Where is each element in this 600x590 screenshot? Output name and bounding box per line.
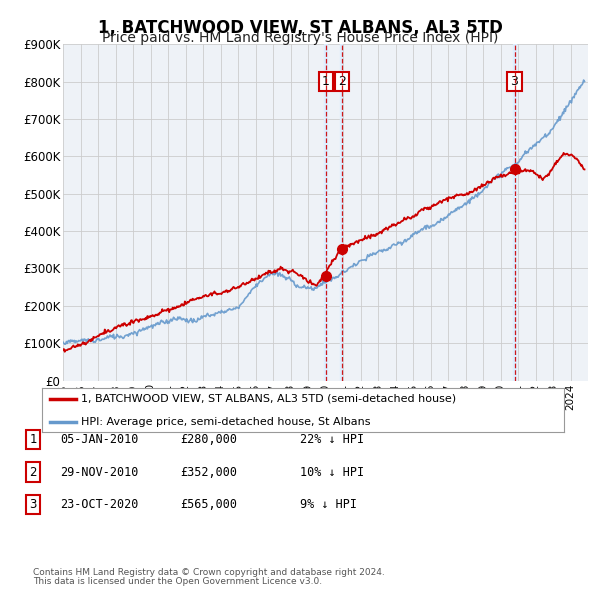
Text: 2: 2 [338,75,346,88]
Text: 23-OCT-2020: 23-OCT-2020 [60,498,139,511]
Text: 9% ↓ HPI: 9% ↓ HPI [300,498,357,511]
Text: 2: 2 [29,466,37,478]
Text: 1: 1 [322,75,330,88]
Bar [340,44,343,381]
Bar [324,44,327,381]
Text: 10% ↓ HPI: 10% ↓ HPI [300,466,364,478]
Bar [513,44,516,381]
Text: HPI: Average price, semi-detached house, St Albans: HPI: Average price, semi-detached house,… [81,417,371,427]
Text: 1, BATCHWOOD VIEW, ST ALBANS, AL3 5TD (semi-detached house): 1, BATCHWOOD VIEW, ST ALBANS, AL3 5TD (s… [81,394,456,404]
Text: £280,000: £280,000 [180,433,237,446]
Text: 3: 3 [29,498,37,511]
Text: £565,000: £565,000 [180,498,237,511]
Text: 3: 3 [511,75,518,88]
Text: 1: 1 [29,433,37,446]
Text: 05-JAN-2010: 05-JAN-2010 [60,433,139,446]
Text: 1, BATCHWOOD VIEW, ST ALBANS, AL3 5TD: 1, BATCHWOOD VIEW, ST ALBANS, AL3 5TD [98,19,502,37]
Text: Price paid vs. HM Land Registry's House Price Index (HPI): Price paid vs. HM Land Registry's House … [102,31,498,45]
Text: Contains HM Land Registry data © Crown copyright and database right 2024.: Contains HM Land Registry data © Crown c… [33,568,385,577]
Text: This data is licensed under the Open Government Licence v3.0.: This data is licensed under the Open Gov… [33,577,322,586]
Text: 29-NOV-2010: 29-NOV-2010 [60,466,139,478]
Text: 22% ↓ HPI: 22% ↓ HPI [300,433,364,446]
Text: £352,000: £352,000 [180,466,237,478]
